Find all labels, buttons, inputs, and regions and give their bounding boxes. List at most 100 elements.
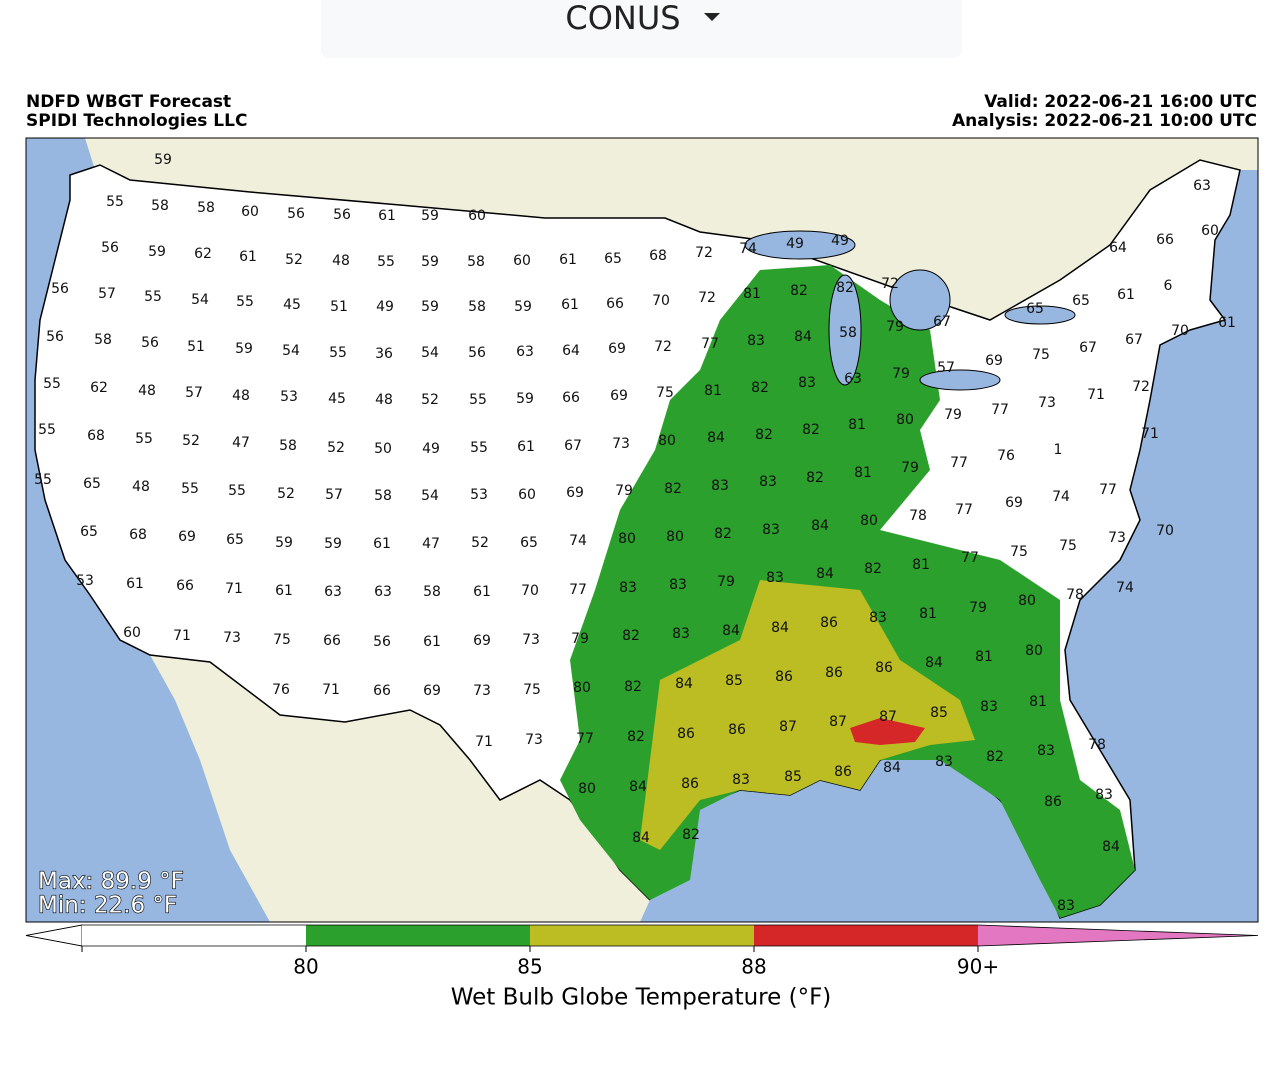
point-label: 84 (771, 620, 789, 636)
point-label: 48 (375, 392, 393, 408)
point-label: 68 (87, 428, 105, 444)
point-label: 61 (1117, 287, 1135, 303)
dropdown-caret[interactable] (704, 13, 720, 21)
point-label: 61 (559, 252, 577, 268)
point-label: 57 (325, 487, 343, 503)
point-label: 59 (421, 254, 439, 270)
point-label: 83 (1037, 743, 1055, 759)
point-label: 59 (421, 208, 439, 224)
region-dropdown[interactable]: CONUS (321, 0, 962, 58)
point-label: 81 (912, 557, 930, 573)
point-label: 54 (421, 345, 439, 361)
point-label: 83 (869, 610, 887, 626)
point-label: 52 (285, 252, 303, 268)
valid-time: Valid: 2022-06-21 16:00 UTC (984, 92, 1257, 112)
point-label: 63 (844, 371, 862, 387)
point-label: 58 (423, 584, 441, 600)
point-label: 83 (762, 522, 780, 538)
point-label: 82 (664, 481, 682, 497)
point-label: 83 (1057, 898, 1075, 914)
great-lakes (744, 230, 1076, 391)
point-label: 66 (373, 683, 391, 699)
point-label: 75 (273, 632, 291, 648)
point-label: 61 (126, 576, 144, 592)
point-label: 73 (223, 630, 241, 646)
point-label: 79 (886, 319, 904, 335)
point-label: 52 (182, 433, 200, 449)
point-label: 83 (672, 626, 690, 642)
point-label: 83 (619, 580, 637, 596)
point-label: 87 (829, 714, 847, 730)
point-label: 50 (374, 441, 392, 457)
max-value: Max: 89.9 °F (38, 869, 184, 895)
map-frame (25, 137, 1259, 923)
point-label: 75 (656, 385, 674, 401)
point-label: 79 (901, 460, 919, 476)
point-label: 56 (468, 345, 486, 361)
point-label: 52 (421, 392, 439, 408)
point-label: 78 (909, 508, 927, 524)
point-label: 82 (622, 628, 640, 644)
wbgt-85-88 (640, 580, 975, 850)
point-label: 84 (722, 623, 740, 639)
colorbar-tick-label: 80 (293, 955, 318, 979)
point-label: 55 (228, 483, 246, 499)
point-label: 49 (831, 233, 849, 249)
point-label: 68 (649, 248, 667, 264)
point-label: 36 (375, 346, 393, 362)
point-label: 60 (468, 208, 486, 224)
colorbar-tick-label: 90+ (957, 955, 999, 979)
point-label: 83 (766, 570, 784, 586)
point-label: 76 (272, 682, 290, 698)
point-label: 86 (834, 764, 852, 780)
point-label: 48 (232, 388, 250, 404)
point-label: 59 (154, 152, 172, 168)
point-label: 47 (422, 536, 440, 552)
title-line: SPIDI Technologies LLC (26, 111, 247, 131)
point-label: 80 (1018, 593, 1036, 609)
point-label: 51 (187, 339, 205, 355)
point-label: 80 (573, 680, 591, 696)
point-label: 61 (378, 208, 396, 224)
point-label: 48 (138, 383, 156, 399)
point-label: 75 (1032, 347, 1050, 363)
point-label: 86 (825, 665, 843, 681)
point-label: 60 (1201, 223, 1219, 239)
dropdown-box[interactable] (321, 0, 962, 58)
point-label: 82 (864, 561, 882, 577)
point-label: 82 (836, 280, 854, 296)
point-label: 85 (725, 673, 743, 689)
point-label: 77 (991, 402, 1009, 418)
point-label: 82 (806, 470, 824, 486)
point-label: 86 (677, 726, 695, 742)
point-label: 55 (106, 194, 124, 210)
point-label: 77 (1099, 482, 1117, 498)
point-label: 84 (811, 518, 829, 534)
point-label: 63 (516, 344, 534, 360)
point-label: 76 (997, 448, 1015, 464)
point-label: 72 (1132, 379, 1150, 395)
point-label: 66 (562, 390, 580, 406)
point-label: 86 (728, 722, 746, 738)
point-label: 54 (421, 488, 439, 504)
point-label: 1 (1054, 442, 1063, 458)
point-label: 83 (747, 333, 765, 349)
dropdown-label[interactable]: CONUS (565, 0, 680, 37)
point-label: 79 (944, 407, 962, 423)
point-label: 75 (1010, 544, 1028, 560)
canada (26, 138, 1258, 320)
point-label: 82 (790, 283, 808, 299)
point-label: 49 (376, 299, 394, 315)
point-label: 62 (90, 380, 108, 396)
point-label: 77 (576, 731, 594, 747)
point-label: 81 (854, 465, 872, 481)
point-label: 59 (235, 341, 253, 357)
point-label: 58 (839, 325, 857, 341)
point-label: 84 (675, 676, 693, 692)
point-label: 77 (961, 550, 979, 566)
point-label: 83 (759, 474, 777, 490)
point-label: 58 (467, 254, 485, 270)
point-label: 73 (1038, 395, 1056, 411)
point-label: 56 (51, 281, 69, 297)
